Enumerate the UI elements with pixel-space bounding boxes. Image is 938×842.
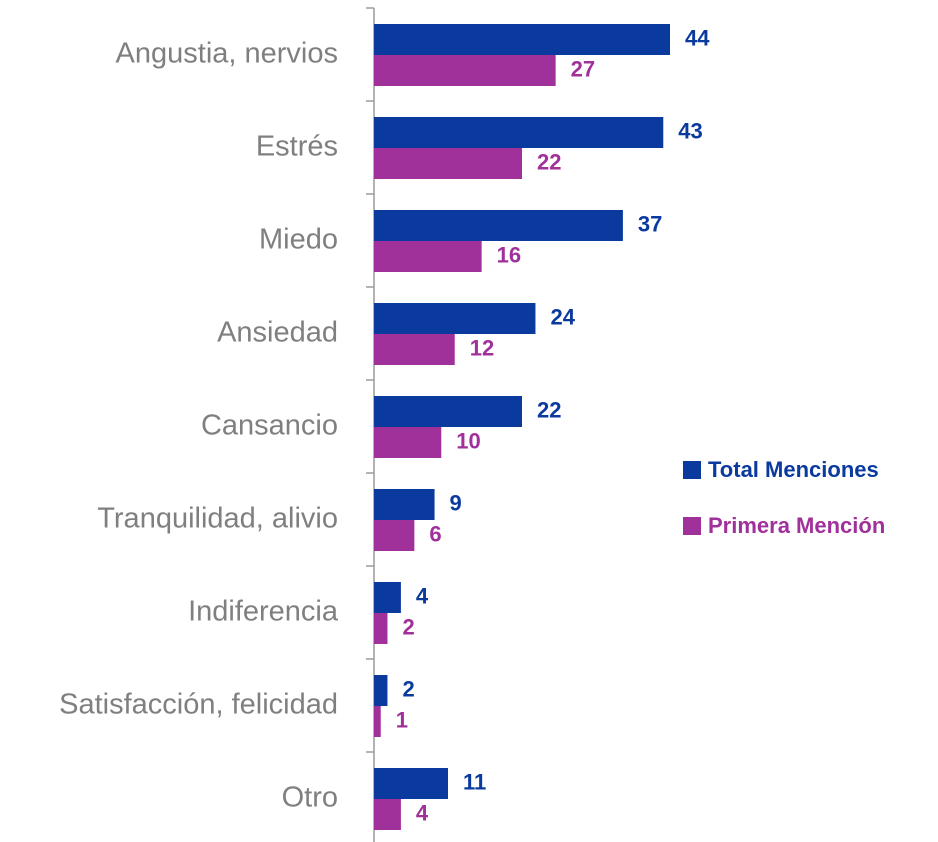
bar xyxy=(374,148,522,179)
value-label: 4 xyxy=(416,800,429,825)
value-label: 11 xyxy=(463,769,486,794)
value-label: 43 xyxy=(678,118,702,143)
bar xyxy=(374,396,522,427)
value-label: 2 xyxy=(402,614,414,639)
category-label: Satisfacción, felicidad xyxy=(59,689,338,721)
bar xyxy=(374,799,401,830)
value-label: 22 xyxy=(537,149,561,174)
value-label: 6 xyxy=(429,521,441,546)
bar xyxy=(374,303,536,334)
value-label: 9 xyxy=(450,490,462,515)
value-label: 4 xyxy=(416,583,429,608)
category-label: Tranquilidad, alivio xyxy=(97,503,338,535)
bar xyxy=(374,675,388,706)
bar xyxy=(374,24,670,55)
bar xyxy=(374,489,435,520)
bar xyxy=(374,427,442,458)
value-label: 22 xyxy=(537,397,561,422)
category-label: Indiferencia xyxy=(188,596,339,628)
category-label: Miedo xyxy=(259,224,338,256)
value-label: 24 xyxy=(550,304,575,329)
legend-label: Primera Mención xyxy=(708,513,885,538)
bar xyxy=(374,210,623,241)
value-label: 2 xyxy=(402,676,414,701)
category-label: Cansancio xyxy=(201,410,338,442)
bar xyxy=(374,117,664,148)
value-label: 10 xyxy=(456,428,480,453)
bar xyxy=(374,334,455,365)
bar xyxy=(374,520,415,551)
bar xyxy=(374,241,482,272)
legend-marker xyxy=(683,461,701,479)
legend-label: Total Menciones xyxy=(708,457,879,482)
category-label: Estrés xyxy=(256,131,338,163)
bar xyxy=(374,613,388,644)
value-label: 27 xyxy=(571,56,595,81)
category-label: Angustia, nervios xyxy=(116,38,338,70)
bar xyxy=(374,768,448,799)
bar xyxy=(374,55,556,86)
category-label: Otro xyxy=(282,782,338,814)
value-label: 16 xyxy=(497,242,521,267)
bar xyxy=(374,582,401,613)
legend-marker xyxy=(683,517,701,535)
value-label: 12 xyxy=(470,335,494,360)
value-label: 44 xyxy=(685,25,710,50)
value-label: 1 xyxy=(396,707,408,732)
bar xyxy=(374,706,381,737)
category-label: Ansiedad xyxy=(217,317,338,349)
value-label: 37 xyxy=(638,211,662,236)
